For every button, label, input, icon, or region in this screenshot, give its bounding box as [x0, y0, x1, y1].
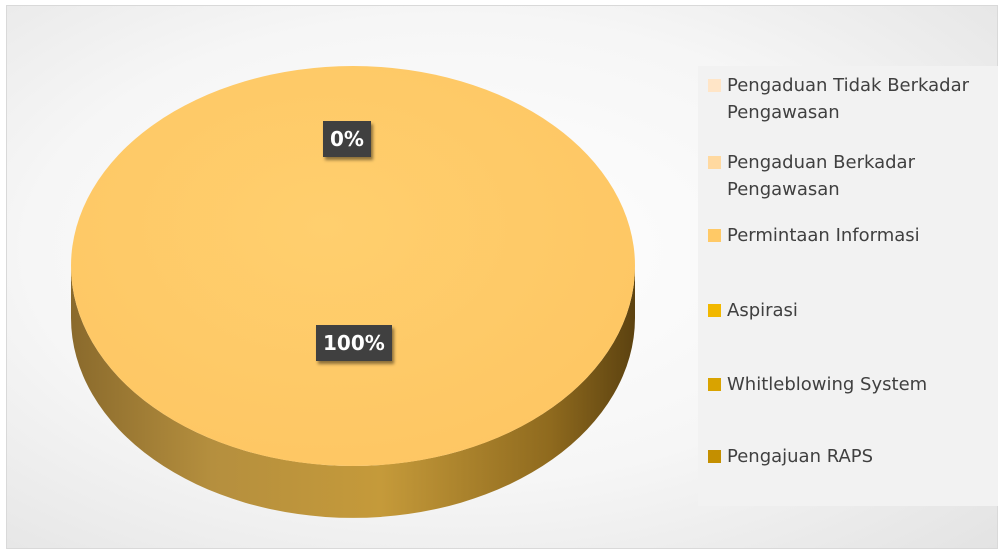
legend-label: Pengaduan Tidak Berkadar Pengawasan [727, 72, 969, 126]
legend-item-pengajuan-raps: Pengajuan RAPS [708, 443, 993, 470]
legend-swatch [708, 156, 721, 169]
legend: Pengaduan Tidak Berkadar Pengawasan Peng… [698, 66, 998, 506]
legend-label-line: Pengawasan [727, 102, 840, 123]
legend-label: Pengajuan RAPS [727, 446, 874, 467]
pie-chart [71, 66, 635, 518]
legend-label-line: Pengaduan Tidak Berkadar [727, 75, 970, 96]
legend-label-line: Pengaduan Berkadar [727, 152, 915, 173]
legend-item-pengaduan-berkadar: Pengaduan Berkadar Pengawasan [708, 149, 993, 203]
legend-label: Whitleblowing System [727, 374, 928, 395]
legend-item-whitleblowing: Whitleblowing System [708, 371, 993, 398]
chart-area: 0% 100% Pengaduan Tidak Berkadar Pengawa… [6, 5, 998, 549]
pie-slice-2 [71, 66, 635, 466]
legend-label: Aspirasi [727, 300, 798, 321]
legend-label-line: Pengawasan [727, 179, 840, 200]
legend-item-aspirasi: Aspirasi [708, 297, 993, 324]
legend-swatch [708, 304, 721, 317]
data-label-small: 0% [323, 121, 371, 157]
data-label-large: 100% [316, 325, 392, 361]
legend-swatch [708, 229, 721, 242]
legend-label: Permintaan Informasi [727, 225, 920, 246]
legend-item-permintaan-informasi: Permintaan Informasi [708, 222, 993, 249]
legend-swatch [708, 79, 721, 92]
legend-swatch [708, 378, 721, 391]
legend-item-pengaduan-tidak-berkadar: Pengaduan Tidak Berkadar Pengawasan [708, 72, 993, 126]
legend-swatch [708, 450, 721, 463]
legend-label: Pengaduan Berkadar Pengawasan [727, 149, 915, 203]
pie-side-wall [71, 266, 635, 518]
